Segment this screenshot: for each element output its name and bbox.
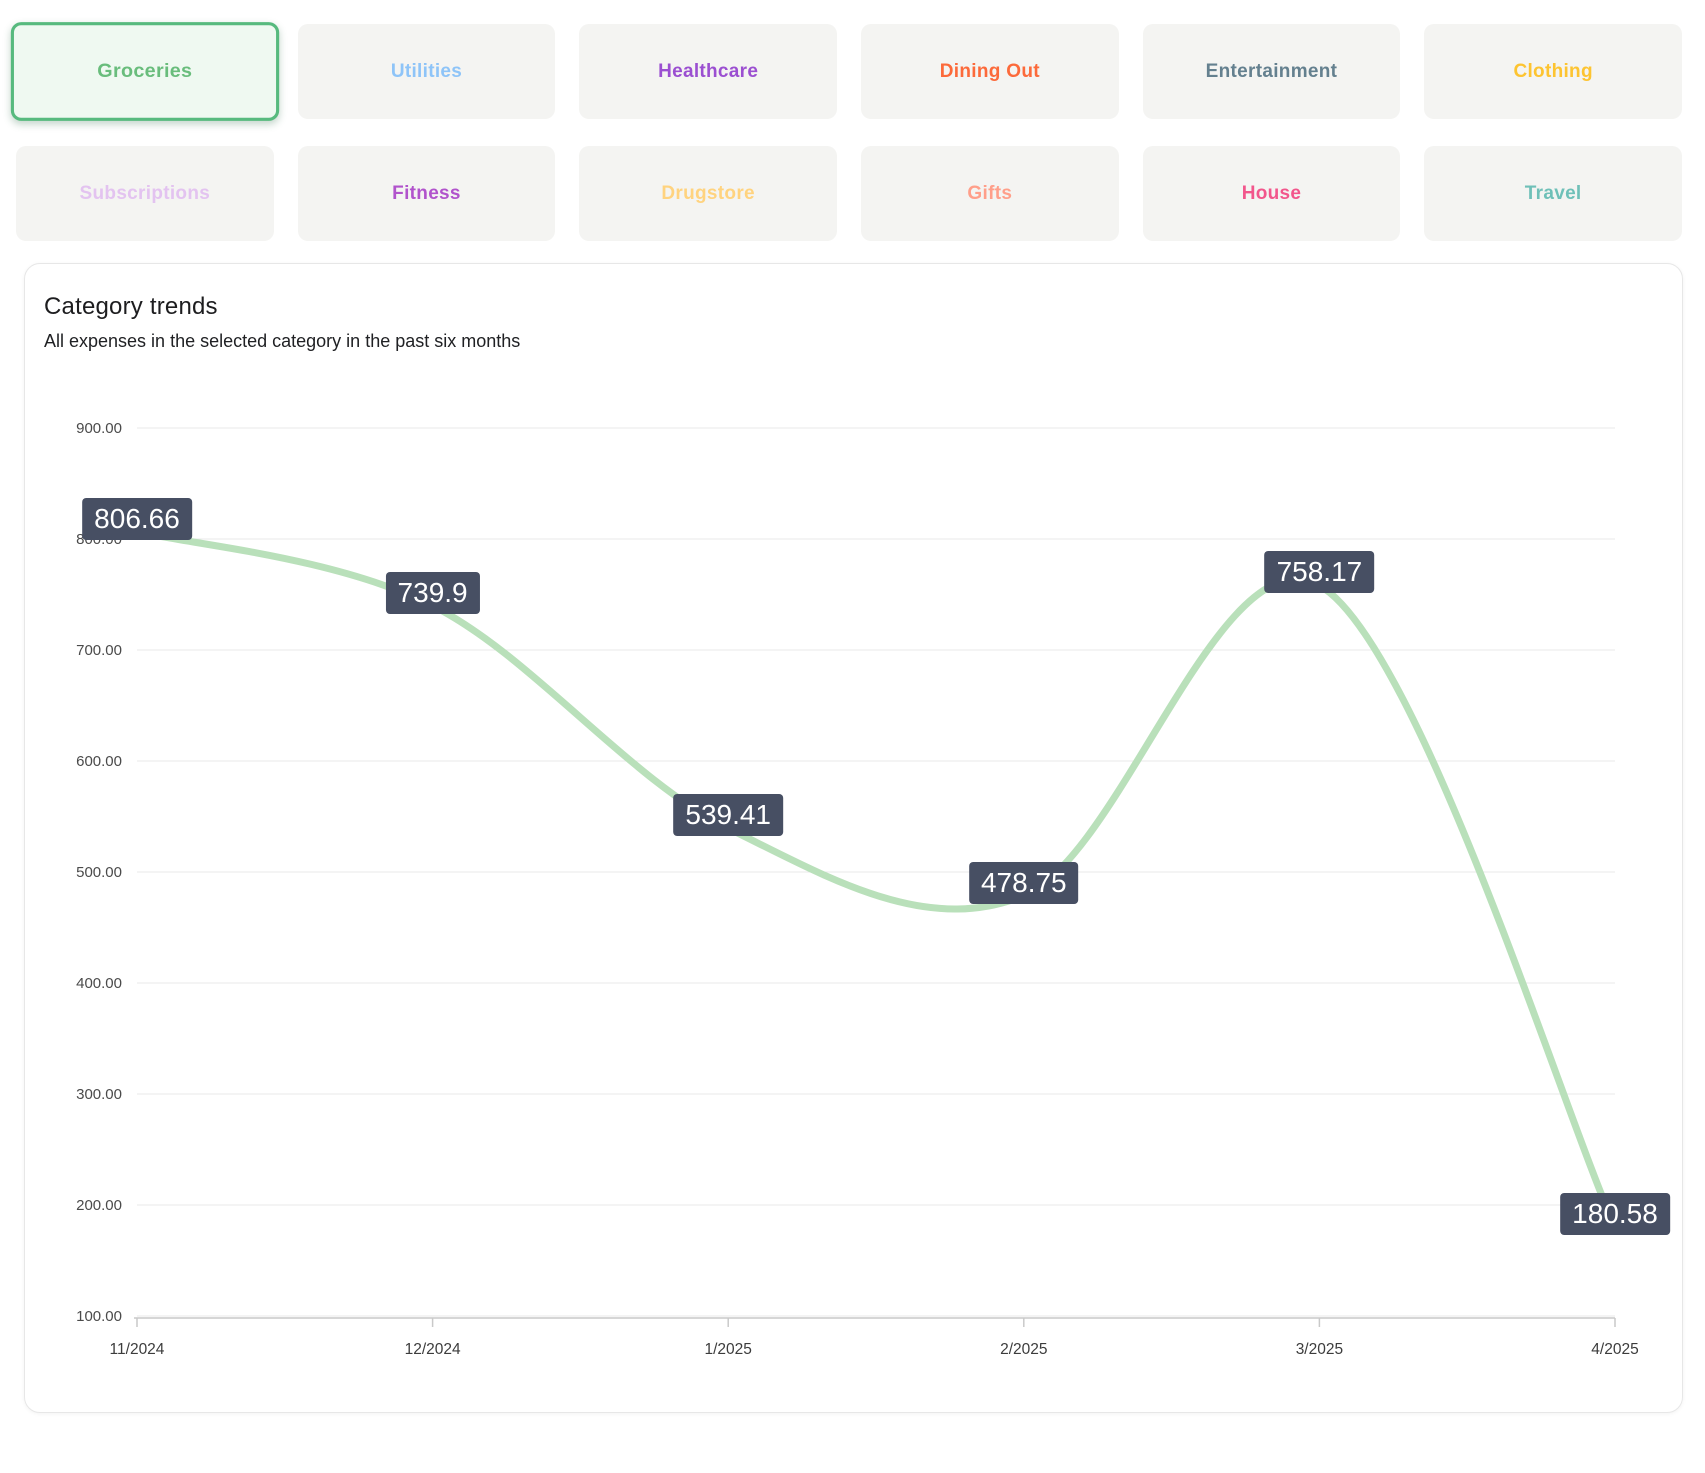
svg-text:4/2025: 4/2025 — [1591, 1341, 1638, 1358]
category-selector: Groceries Utilities Healthcare Dining Out En… — [10, 22, 1682, 241]
card-title: Category trends — [44, 293, 218, 320]
category-button-healthcare[interactable]: Healthcare — [579, 24, 837, 119]
svg-text:2/2025: 2/2025 — [1000, 1341, 1047, 1358]
category-button-dining-out[interactable]: Dining Out — [860, 24, 1119, 119]
category-button-drugstore[interactable]: Drugstore — [579, 146, 837, 241]
point-value-label: 539.41 — [673, 794, 784, 837]
svg-text:300.00: 300.00 — [76, 1086, 122, 1103]
point-value-label: 758.17 — [1264, 551, 1375, 594]
svg-text:1/2025: 1/2025 — [704, 1341, 751, 1358]
category-button-utilities[interactable]: Utilities — [297, 24, 556, 119]
category-button-groceries[interactable]: Groceries — [10, 22, 279, 121]
svg-text:100.00: 100.00 — [76, 1308, 122, 1325]
category-button-house[interactable]: House — [1142, 146, 1401, 241]
chart-canvas: 900.00800.00700.00600.00500.00400.00300.… — [76, 420, 1639, 1358]
point-value-label: 806.66 — [82, 497, 192, 540]
card-subtitle: All expenses in the selected category in… — [44, 331, 521, 351]
svg-text:400.00: 400.00 — [76, 975, 122, 992]
point-value-label: 180.58 — [1560, 1192, 1670, 1235]
category-button-clothing[interactable]: Clothing — [1424, 24, 1682, 119]
trend-line-chart: 900.00800.00700.00600.00500.00400.00300.… — [44, 365, 1670, 1370]
category-button-entertainment[interactable]: Entertainment — [1142, 24, 1401, 119]
svg-text:700.00: 700.00 — [76, 642, 122, 659]
category-trends-card: Category trends All expenses in the sele… — [24, 263, 1683, 1413]
category-button-gifts[interactable]: Gifts — [860, 146, 1119, 241]
svg-text:200.00: 200.00 — [76, 1197, 122, 1214]
category-button-fitness[interactable]: Fitness — [297, 146, 556, 241]
svg-text:12/2024: 12/2024 — [405, 1341, 461, 1358]
svg-text:900.00: 900.00 — [76, 420, 122, 437]
category-button-subscriptions[interactable]: Subscriptions — [16, 146, 274, 241]
svg-text:11/2024: 11/2024 — [110, 1341, 165, 1358]
svg-text:3/2025: 3/2025 — [1296, 1341, 1343, 1358]
point-value-label: 478.75 — [968, 861, 1079, 904]
svg-text:500.00: 500.00 — [76, 864, 122, 881]
svg-text:600.00: 600.00 — [76, 753, 122, 770]
category-button-travel[interactable]: Travel — [1424, 146, 1682, 241]
point-value-label: 739.9 — [385, 571, 480, 614]
expense-dashboard: { "category_selector": { "items": [ { "l… — [0, 22, 1705, 1473]
